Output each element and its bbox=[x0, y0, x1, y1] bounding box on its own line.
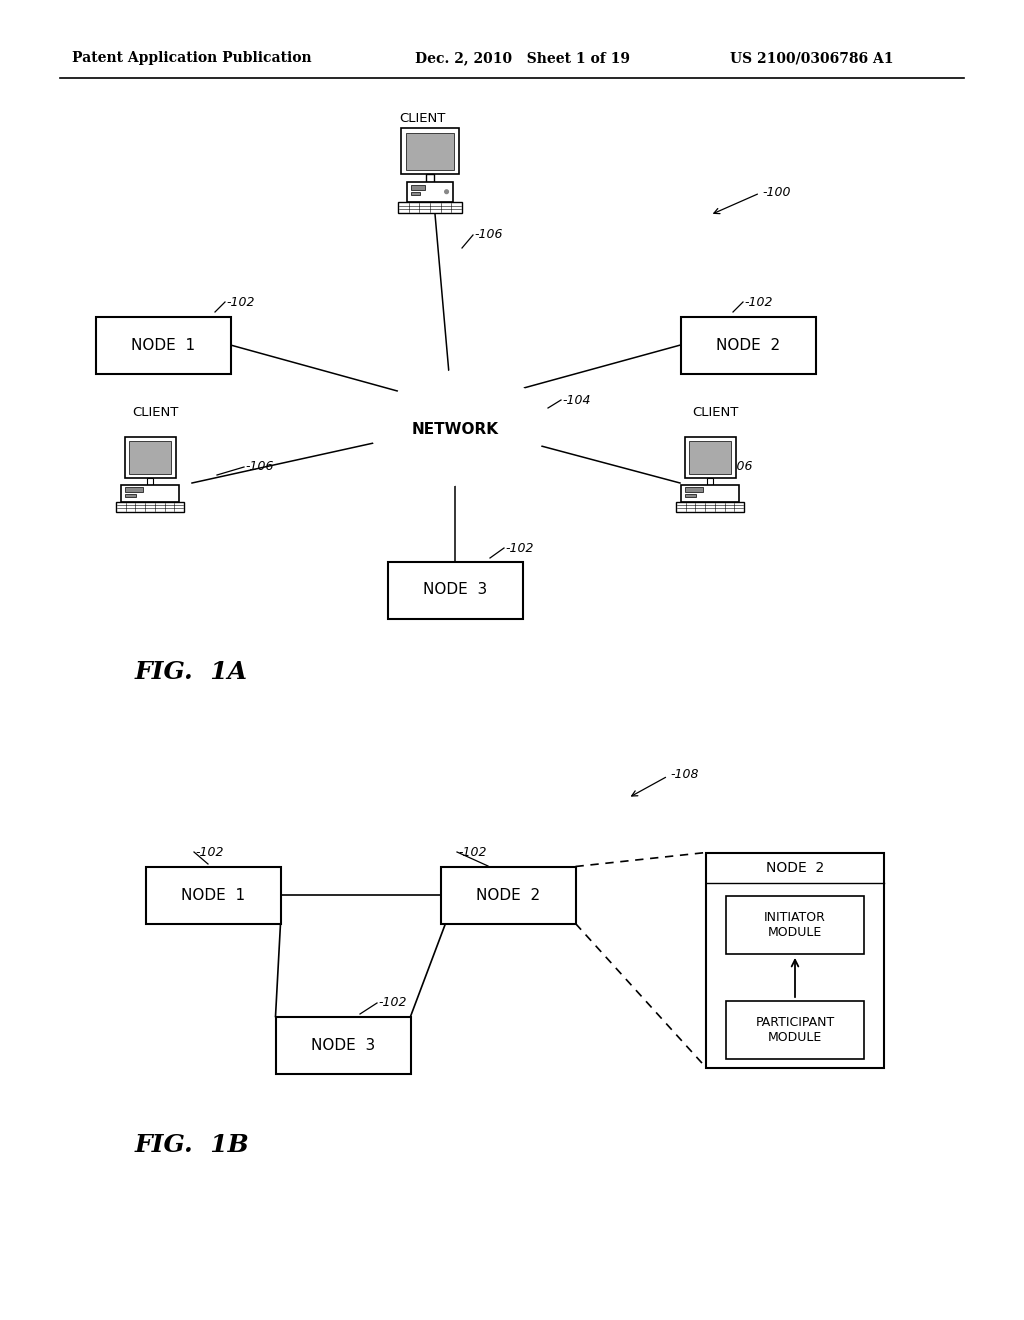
Bar bbox=[689, 441, 731, 474]
Bar bbox=[116, 502, 184, 512]
Bar bbox=[684, 487, 703, 492]
Circle shape bbox=[424, 433, 477, 486]
Bar bbox=[95, 317, 230, 374]
Text: Dec. 2, 2010   Sheet 1 of 19: Dec. 2, 2010 Sheet 1 of 19 bbox=[415, 51, 630, 65]
Text: -100: -100 bbox=[762, 186, 791, 199]
Text: INITIATOR
MODULE: INITIATOR MODULE bbox=[764, 911, 826, 939]
Bar bbox=[147, 478, 153, 484]
Bar bbox=[121, 484, 179, 502]
Text: -102: -102 bbox=[195, 846, 223, 858]
Text: CLIENT: CLIENT bbox=[132, 405, 178, 418]
Text: -102: -102 bbox=[458, 846, 486, 858]
Circle shape bbox=[424, 433, 477, 486]
Bar bbox=[706, 853, 884, 1068]
Bar bbox=[684, 494, 696, 498]
Text: NODE  2: NODE 2 bbox=[766, 862, 824, 875]
Text: NODE  3: NODE 3 bbox=[423, 582, 487, 598]
Bar bbox=[708, 478, 713, 484]
Text: -106: -106 bbox=[724, 461, 753, 474]
Text: Patent Application Publication: Patent Application Publication bbox=[72, 51, 311, 65]
Circle shape bbox=[395, 371, 467, 444]
Bar bbox=[411, 185, 425, 190]
Text: CLIENT: CLIENT bbox=[398, 111, 445, 124]
Text: -108: -108 bbox=[670, 768, 698, 781]
Text: -102: -102 bbox=[505, 541, 534, 554]
Bar bbox=[387, 561, 522, 619]
Text: NODE  2: NODE 2 bbox=[476, 887, 540, 903]
Bar bbox=[681, 317, 815, 374]
Bar bbox=[676, 502, 744, 512]
Text: FIG.  1B: FIG. 1B bbox=[135, 1133, 250, 1158]
Bar bbox=[125, 494, 136, 498]
Text: -104: -104 bbox=[562, 393, 591, 407]
Bar bbox=[407, 133, 454, 170]
Bar bbox=[726, 1001, 864, 1059]
Text: -106: -106 bbox=[474, 228, 503, 242]
Text: US 2100/0306786 A1: US 2100/0306786 A1 bbox=[730, 51, 894, 65]
Circle shape bbox=[457, 429, 510, 483]
Circle shape bbox=[457, 429, 510, 483]
Text: -102: -102 bbox=[378, 997, 407, 1010]
Circle shape bbox=[467, 379, 534, 446]
Text: PARTICIPANT
MODULE: PARTICIPANT MODULE bbox=[756, 1016, 835, 1044]
Bar bbox=[684, 437, 735, 478]
Text: NODE  1: NODE 1 bbox=[131, 338, 195, 352]
Circle shape bbox=[431, 368, 498, 434]
Bar bbox=[125, 437, 175, 478]
Circle shape bbox=[431, 368, 498, 434]
Text: -102: -102 bbox=[744, 296, 772, 309]
Circle shape bbox=[485, 408, 543, 465]
Bar bbox=[397, 202, 462, 213]
Bar bbox=[129, 441, 171, 474]
Text: NODE  1: NODE 1 bbox=[181, 887, 245, 903]
Bar bbox=[401, 128, 459, 174]
Circle shape bbox=[395, 371, 467, 444]
Circle shape bbox=[467, 379, 534, 446]
Text: CLIENT: CLIENT bbox=[692, 405, 738, 418]
Text: NODE  2: NODE 2 bbox=[716, 338, 780, 352]
Circle shape bbox=[373, 403, 433, 463]
Text: FIG.  1A: FIG. 1A bbox=[135, 660, 248, 684]
Circle shape bbox=[408, 383, 503, 478]
Bar bbox=[681, 484, 739, 502]
Bar bbox=[145, 866, 281, 924]
Circle shape bbox=[485, 408, 543, 465]
Text: NETWORK: NETWORK bbox=[412, 422, 499, 437]
Bar bbox=[125, 487, 143, 492]
Bar bbox=[407, 182, 453, 202]
Text: NODE  3: NODE 3 bbox=[311, 1038, 375, 1052]
Circle shape bbox=[373, 403, 433, 463]
Bar bbox=[426, 174, 434, 182]
Bar bbox=[275, 1016, 411, 1073]
Circle shape bbox=[388, 424, 441, 477]
Text: -102: -102 bbox=[226, 296, 255, 309]
Bar bbox=[726, 896, 864, 954]
Text: -106: -106 bbox=[245, 461, 273, 474]
Bar bbox=[440, 866, 575, 924]
Circle shape bbox=[388, 424, 441, 477]
Bar bbox=[411, 191, 420, 195]
Circle shape bbox=[444, 190, 449, 194]
